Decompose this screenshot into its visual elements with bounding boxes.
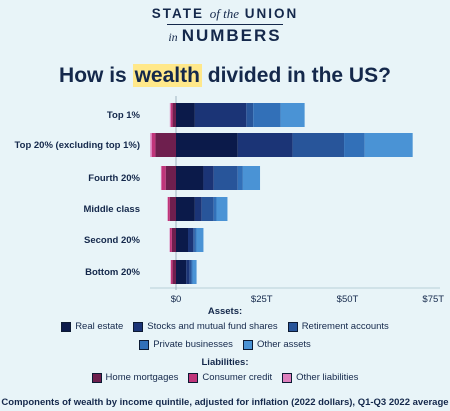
legend-assets-row-2: Private businesses Other assets bbox=[0, 339, 450, 350]
bar-segment bbox=[237, 166, 243, 190]
bar-segment bbox=[242, 166, 261, 190]
legend-swatch bbox=[242, 339, 253, 350]
bar-segment bbox=[169, 103, 171, 127]
brand-line-1: STATE of the UNION bbox=[151, 6, 299, 21]
bar-segment bbox=[176, 103, 195, 127]
legend-item: Home mortgages bbox=[91, 372, 179, 383]
legend-item: Private businesses bbox=[139, 339, 233, 350]
legend-item: Other assets bbox=[242, 339, 311, 350]
bar-segment bbox=[246, 103, 254, 127]
bar-segment bbox=[176, 166, 204, 190]
legend-swatch bbox=[139, 339, 150, 350]
x-tick-label: $25T bbox=[251, 294, 273, 305]
legend-liabilities-header: Liabilities: bbox=[201, 357, 249, 368]
bar-segment bbox=[165, 166, 176, 190]
bar-segment bbox=[201, 197, 214, 221]
bar-segment bbox=[194, 197, 202, 221]
title-highlight: wealth bbox=[132, 64, 202, 87]
legend-label: Retirement accounts bbox=[301, 321, 389, 332]
bar-segment bbox=[171, 228, 176, 252]
bar-segment bbox=[176, 197, 195, 221]
legend-label: Stocks and mutual fund shares bbox=[147, 321, 278, 332]
bar-segment bbox=[292, 133, 345, 157]
category-label: Bottom 20% bbox=[85, 267, 140, 278]
legend-swatch bbox=[133, 321, 144, 332]
bar-segment bbox=[194, 228, 197, 252]
bar-segment bbox=[172, 103, 176, 127]
bar-segment bbox=[176, 133, 238, 157]
bar-segment bbox=[170, 103, 173, 127]
bar-segment bbox=[172, 260, 176, 284]
category-label: Fourth 20% bbox=[88, 173, 140, 184]
bar-segment bbox=[196, 228, 204, 252]
legend-item: Stocks and mutual fund shares bbox=[133, 321, 278, 332]
bar-segment bbox=[170, 260, 173, 284]
bar-segment bbox=[253, 103, 281, 127]
legend-item: Other liabilities bbox=[282, 372, 358, 383]
legend-label: Real estate bbox=[75, 321, 124, 332]
bar-segment bbox=[160, 166, 162, 190]
bar-segment bbox=[203, 166, 214, 190]
brand-divider bbox=[167, 24, 283, 25]
x-tick-label: $50T bbox=[337, 294, 359, 305]
legend-item: Retirement accounts bbox=[287, 321, 389, 332]
bar-segment bbox=[167, 197, 170, 221]
legend-assets-row-1: Real estate Stocks and mutual fund shares… bbox=[0, 321, 450, 332]
brand-logo: STATE of the UNION in NUMBERS bbox=[0, 6, 450, 46]
legend-item: Consumer credit bbox=[188, 372, 272, 383]
bar-segment bbox=[237, 133, 293, 157]
chart-title: How is wealth divided in the US? bbox=[59, 64, 391, 87]
bar-segment bbox=[213, 166, 238, 190]
bar-segment bbox=[169, 197, 176, 221]
bar-segment bbox=[193, 228, 195, 252]
category-label: Second 20% bbox=[84, 235, 141, 246]
bar-segment bbox=[213, 197, 217, 221]
bar-segment bbox=[169, 228, 172, 252]
legend-label: Consumer credit bbox=[202, 372, 273, 383]
legend-label: Other liabilities bbox=[296, 372, 359, 383]
x-tick-label: $0 bbox=[171, 294, 182, 305]
category-label: Top 1% bbox=[107, 110, 141, 121]
legend-assets-header: Assets: bbox=[207, 306, 243, 317]
bar-segment bbox=[186, 260, 190, 284]
legend-swatch bbox=[91, 372, 102, 383]
bar-segment bbox=[216, 197, 228, 221]
legend-swatch bbox=[188, 372, 199, 383]
legend-swatch bbox=[287, 321, 298, 332]
legend-label: Other assets bbox=[256, 339, 311, 350]
category-label: Top 20% (excluding top 1%) bbox=[15, 140, 140, 151]
category-label: Middle class bbox=[84, 204, 141, 215]
bar-segment bbox=[280, 103, 305, 127]
footer-note: Components of wealth by income quintile,… bbox=[1, 397, 449, 408]
legend-swatch bbox=[282, 372, 293, 383]
bar-segment bbox=[364, 133, 413, 157]
legend-label: Private businesses bbox=[153, 339, 233, 350]
bar-segment bbox=[188, 228, 194, 252]
bar-segment bbox=[194, 103, 247, 127]
bar-segment bbox=[192, 260, 197, 284]
legend-liabilities-row: Home mortgages Consumer credit Other liabi… bbox=[0, 372, 450, 383]
bar-segment bbox=[161, 166, 166, 190]
bar-segment bbox=[191, 260, 193, 284]
x-tick-label: $75T bbox=[422, 294, 444, 305]
brand-line-2: in NUMBERS bbox=[168, 26, 282, 45]
bar-segment bbox=[176, 260, 187, 284]
legend-label: Home mortgages bbox=[105, 372, 179, 383]
bar-segment bbox=[176, 228, 189, 252]
bar-segment bbox=[155, 133, 176, 157]
bar-segment bbox=[150, 133, 152, 157]
bar-segment bbox=[151, 133, 156, 157]
legend-item: Real estate bbox=[61, 321, 123, 332]
legend-swatch bbox=[61, 321, 72, 332]
bar-segment bbox=[344, 133, 365, 157]
bar-segment bbox=[189, 260, 192, 284]
